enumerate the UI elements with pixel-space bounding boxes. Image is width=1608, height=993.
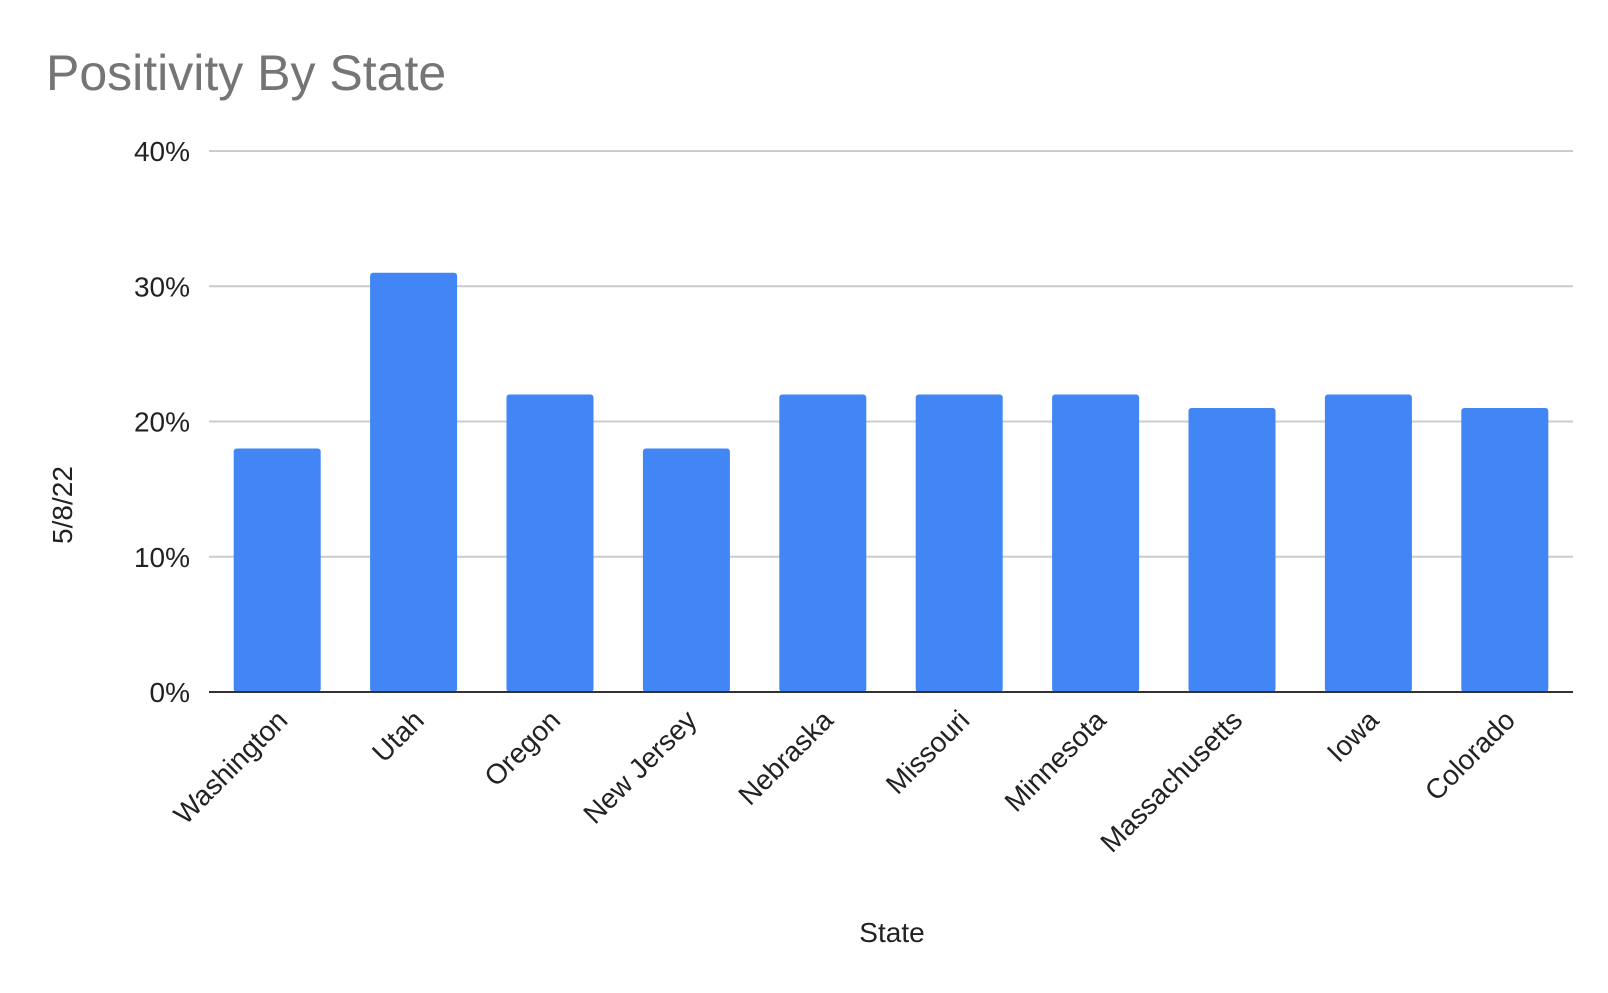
bar xyxy=(1324,394,1412,692)
x-tick-label: Oregon xyxy=(478,704,566,792)
x-tick-label: Massachusetts xyxy=(1094,704,1248,858)
x-tick-label: Utah xyxy=(366,704,430,768)
chart-title: Positivity By State xyxy=(46,45,446,101)
y-tick-label: 20% xyxy=(134,407,190,438)
x-tick-label: Washington xyxy=(168,704,294,830)
x-tick-label: Missouri xyxy=(880,704,976,800)
bar xyxy=(642,448,730,692)
x-axis-ticks: Washington Utah Oregon New Jersey Nebraska Mi… xyxy=(168,704,1521,858)
x-tick-label: Nebraska xyxy=(732,704,839,811)
y-axis-ticks: 0% 10% 20% 30% 40% xyxy=(134,136,190,708)
y-tick-label: 30% xyxy=(134,271,190,302)
x-tick-label: Colorado xyxy=(1419,704,1521,806)
y-tick-label: 10% xyxy=(134,542,190,573)
bar xyxy=(1188,407,1276,692)
bar xyxy=(915,394,1003,692)
bar xyxy=(233,448,321,692)
bar xyxy=(1461,407,1549,692)
x-tick-label: New Jersey xyxy=(577,704,702,829)
bar xyxy=(1052,394,1140,692)
bar xyxy=(506,394,594,692)
x-tick-label: Iowa xyxy=(1321,704,1385,768)
bar xyxy=(370,272,458,692)
y-tick-label: 0% xyxy=(150,677,190,708)
bar xyxy=(779,394,867,692)
x-axis-title: State xyxy=(859,917,924,948)
y-tick-label: 40% xyxy=(134,136,190,167)
bars xyxy=(233,272,1549,692)
y-axis-title: 5/8/22 xyxy=(47,466,78,544)
x-tick-label: Minnesota xyxy=(999,704,1113,818)
